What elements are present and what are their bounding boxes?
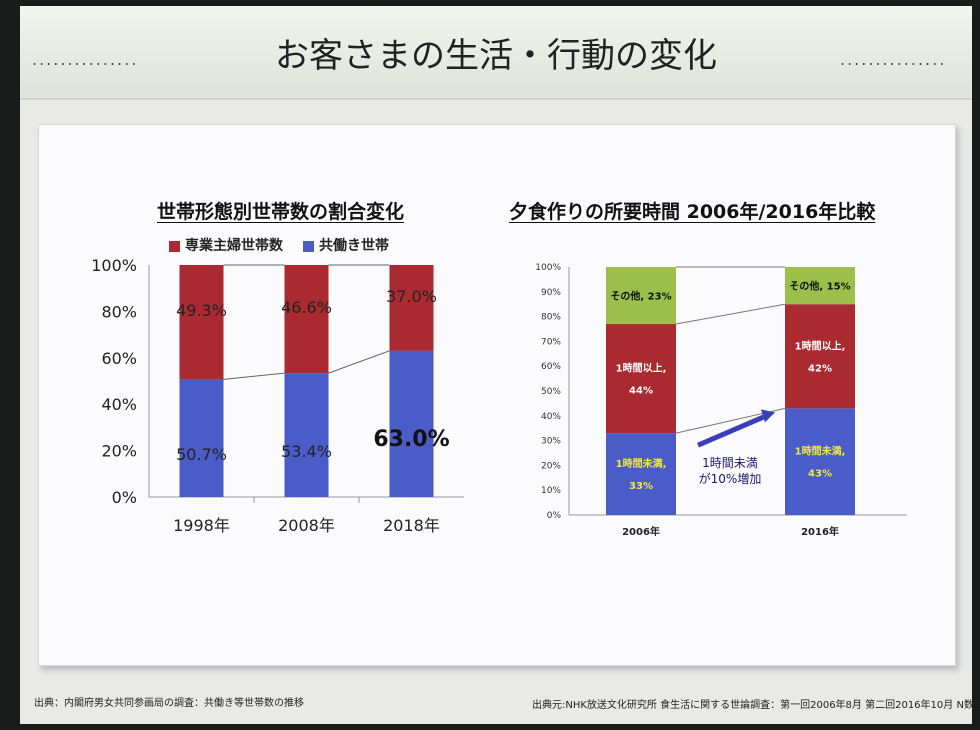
chart2-annotation-arrow <box>697 414 766 448</box>
chart1-data-label: 63.0% <box>373 427 449 452</box>
header-dots-left: ............... <box>32 50 139 69</box>
chart1-connector-line <box>223 372 285 380</box>
chart1-ytick-label: 60% <box>101 349 137 368</box>
chart2-bar-segment <box>606 324 676 434</box>
chart2-ytick-label: 0% <box>547 511 562 521</box>
chart1-ytick-label: 100% <box>91 256 137 275</box>
footer-source-right: 出典元:NHK放送文化研究所 食生活に関する世論調査：第一回2006年8月 第二… <box>532 700 980 711</box>
legend-swatch-housewife <box>169 240 180 252</box>
chart2-data-label: その他, 15% <box>789 280 850 293</box>
chart1-data-label: 49.3% <box>176 301 227 320</box>
chart2-bar-segment <box>606 267 676 325</box>
chart2-ytick-label: 100% <box>535 263 561 273</box>
chart1-ytick-label: 40% <box>101 395 137 414</box>
chart2-data-label: 42% <box>808 363 832 374</box>
chart2-data-label: 33% <box>629 481 653 492</box>
chart1-ytick-label: 20% <box>101 442 137 461</box>
chart2-ytick-label: 70% <box>541 337 561 347</box>
chart2-data-label: 1時間未満, <box>616 457 667 470</box>
slide: ............... お客さまの生活・行動の変化 ..........… <box>20 6 980 724</box>
chart2-data-label: 43% <box>808 469 832 480</box>
chart1-connector-line <box>328 350 390 374</box>
chart2-ytick-label: 30% <box>541 437 561 447</box>
slide-header: ............... お客さまの生活・行動の変化 ..........… <box>20 6 972 100</box>
chart2-connector-line <box>675 303 786 325</box>
chart2-ytick-label: 80% <box>541 313 561 323</box>
chart1-title: 世帯形態別世帯数の割合変化 <box>157 201 405 223</box>
chart2-data-label: 44% <box>629 386 653 397</box>
chart2-bar-segment <box>785 408 855 515</box>
legend-swatch-dualincome <box>303 240 314 252</box>
chart2-bar-segment <box>606 433 676 515</box>
chart2-ytick-label: 60% <box>541 362 561 372</box>
chart1-bar-segment <box>284 265 329 374</box>
chart2-ytick-label: 20% <box>541 461 561 471</box>
footer-source-left: 出典：内閣府男女共同参画局の調査：共働き等世帯数の推移 <box>34 698 304 709</box>
chart1-data-label: 46.6% <box>281 298 332 317</box>
legend-label-housewife: 専業主婦世帯数 <box>185 238 283 254</box>
chart1-xtick-label: 2008年 <box>278 516 335 535</box>
chart1-bar-segment <box>389 350 434 497</box>
header-dots-right: ............... <box>840 50 947 69</box>
legend-label-dualincome: 共働き世帯 <box>319 238 389 254</box>
chart2-data-label: 1時間以上, <box>616 362 667 375</box>
chart1-bar-segment <box>179 379 224 497</box>
chart2-ytick-label: 40% <box>541 412 561 422</box>
chart2-annotation-arrowhead <box>761 409 775 423</box>
chart1-bar-segment <box>284 373 329 497</box>
chart1-data-label: 50.7% <box>176 445 227 464</box>
chart1-xtick-label: 2018年 <box>383 516 440 535</box>
legend-item-housewife: 専業主婦世帯数 <box>169 235 283 255</box>
chart1-svg: 0% 20% 40% 60% 80% 100% 1998年 50.7% 49.3% 2008年 53… <box>91 256 464 535</box>
chart2-svg: 0% 10% 20% 30% 40% 50% 60% 70% 80% 90% 100% 2006年 1時… <box>535 263 907 538</box>
chart2-ytick-label: 90% <box>541 288 561 298</box>
chart1-bar-segment <box>389 265 434 351</box>
chart2-annotation-text: が10%増加 <box>699 471 762 486</box>
chart2-ytick-label: 10% <box>541 486 561 496</box>
footer: 出典：内閣府男女共同参画局の調査：共働き等世帯数の推移 出典元:NHK放送文化研… <box>20 680 980 720</box>
chart1-data-label: 37.0% <box>386 287 437 306</box>
chart2-xtick-label: 2016年 <box>801 525 839 538</box>
chart2-bar-segment <box>785 267 855 305</box>
chart1-bar-segment <box>179 265 224 380</box>
legend-item-dualincome: 共働き世帯 <box>303 235 389 255</box>
content-panel: 世帯形態別世帯数の割合変化 専業主婦世帯数 共働き世帯 0% 20% 40% 60% 8… <box>38 124 956 666</box>
chart2-bar-segment <box>785 304 855 409</box>
chart1-ytick-label: 0% <box>112 488 137 507</box>
chart1-xtick-label: 1998年 <box>173 516 230 535</box>
chart2-data-label: 1時間以上, <box>795 339 846 352</box>
chart2-ytick-label: 50% <box>541 387 561 397</box>
chart1-ytick-label: 80% <box>101 302 137 321</box>
chart2-data-label: その他, 23% <box>610 290 671 303</box>
chart2-data-label: 1時間未満, <box>795 445 846 458</box>
slide-title: お客さまの生活・行動の変化 <box>275 36 717 76</box>
chart2-xtick-label: 2006年 <box>622 525 660 538</box>
chart1-data-label: 53.4% <box>281 442 332 461</box>
chart2-title: 夕食作りの所要時間 2006年/2016年比較 <box>509 201 876 223</box>
chart2-annotation-text: 1時間未満 <box>702 456 758 470</box>
chart1-legend: 専業主婦世帯数 共働き世帯 <box>169 235 389 255</box>
